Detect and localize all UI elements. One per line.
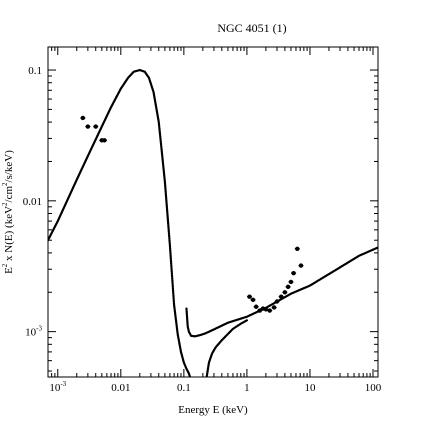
x-tick-label: 10 [304, 382, 316, 394]
data-point [291, 270, 296, 276]
y-tick-labels: 10-3 0.01 0.1 [23, 65, 43, 339]
data-points [80, 115, 304, 313]
data-point [274, 299, 280, 304]
data-point [247, 294, 252, 299]
data-point [271, 305, 277, 310]
plot-frame [47, 46, 379, 378]
model-curve-3 [205, 319, 249, 377]
data-point [263, 307, 269, 312]
x-axis-label: Energy E (keV) [178, 404, 248, 416]
y-axis-label: E2 x N(E) (keV2/cm2/s/keV) [1, 150, 15, 274]
y-axis-label-part-3: x N(E) (keV [3, 206, 15, 264]
data-point [279, 294, 284, 299]
data-point [298, 263, 304, 268]
axis-ticks [47, 47, 378, 377]
data-point [295, 246, 300, 251]
model-curves [48, 68, 378, 377]
chart-title: NGC 4051 (1) [217, 21, 286, 35]
x-tick-label: 1 [244, 382, 250, 394]
x-tick-labels: 10-3 0.01 0.1 1 10 100 [49, 380, 381, 394]
y-tick-label: 10-3 [25, 325, 42, 339]
data-point [250, 297, 256, 303]
x-tick-label: 10-3 [49, 380, 66, 394]
y-axis-label-part-1: E [3, 267, 15, 274]
x-tick-label: 0.01 [111, 382, 130, 394]
data-point [267, 308, 272, 313]
y-tick-label: 0.1 [28, 65, 42, 77]
y-axis-label-part-4: 2 [1, 202, 9, 206]
data-point [288, 279, 294, 285]
x-tick-label: 0.1 [177, 382, 191, 394]
data-point [85, 124, 91, 129]
y-axis-label-part-2: 2 [1, 263, 9, 267]
model-curve-2 [185, 246, 378, 338]
data-point [253, 304, 259, 309]
data-point [282, 290, 288, 295]
data-point [102, 138, 107, 143]
x-tick-label: 100 [365, 382, 382, 394]
data-point [93, 124, 98, 129]
data-point [285, 284, 291, 290]
y-axis-label-part-5: /cm [3, 186, 15, 203]
y-axis-label-part-6: 2 [1, 182, 9, 186]
y-axis-label-part-7: /s/keV) [3, 150, 15, 183]
model-curve-1 [48, 68, 192, 377]
data-point [257, 308, 262, 313]
data-point [80, 115, 86, 121]
y-tick-label: 0.01 [23, 196, 42, 208]
